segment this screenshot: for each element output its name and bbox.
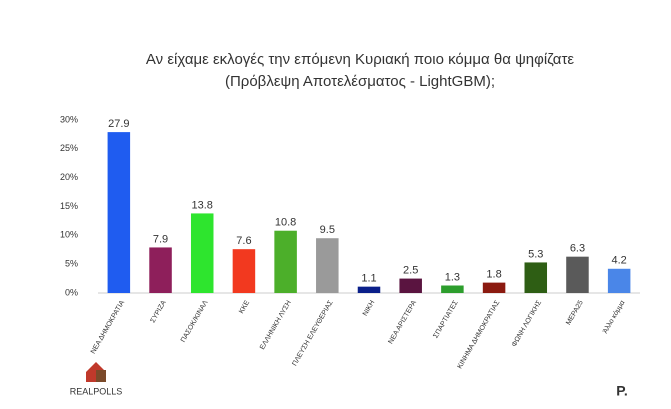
bar [149, 247, 172, 293]
value-label: 1.3 [445, 271, 460, 283]
bar [357, 286, 381, 293]
y-tick-label: 20% [60, 172, 78, 182]
bar [190, 213, 214, 293]
value-label: 7.9 [153, 233, 168, 245]
y-tick-label: 5% [65, 259, 78, 269]
value-label: 27.9 [108, 118, 129, 130]
bar [441, 285, 464, 293]
y-tick-label: 0% [65, 287, 78, 297]
value-label: 9.5 [320, 224, 335, 236]
chart-subtitle: (Πρόβλεψη Αποτελέσματος - LightGBM); [225, 73, 495, 90]
value-label: 10.8 [275, 217, 296, 229]
bar [107, 132, 131, 293]
y-tick-label: 15% [60, 201, 78, 211]
bar [566, 256, 589, 293]
value-label: 6.3 [570, 243, 585, 255]
bar [232, 249, 256, 293]
value-label: 1.1 [361, 273, 376, 285]
bar [399, 278, 422, 293]
logo-text: REALPOLLS [70, 386, 123, 396]
bar [607, 268, 631, 293]
value-label: 7.6 [236, 235, 251, 247]
bar [482, 282, 506, 293]
y-tick-label: 10% [60, 230, 78, 240]
y-tick-label: 30% [60, 114, 78, 124]
y-tick-label: 25% [60, 143, 78, 153]
bar [316, 238, 339, 293]
brand-mark: P. [616, 383, 627, 399]
value-label: 13.8 [192, 199, 213, 211]
bar [274, 230, 297, 293]
value-label: 5.3 [528, 248, 543, 260]
chart-title: Αν είχαμε εκλογές την επόμενη Κυριακή πο… [146, 51, 574, 68]
bar [524, 262, 548, 293]
value-label: 4.2 [612, 255, 627, 267]
value-label: 2.5 [403, 264, 418, 276]
value-label: 1.8 [486, 269, 501, 281]
logo-icon [96, 370, 106, 382]
